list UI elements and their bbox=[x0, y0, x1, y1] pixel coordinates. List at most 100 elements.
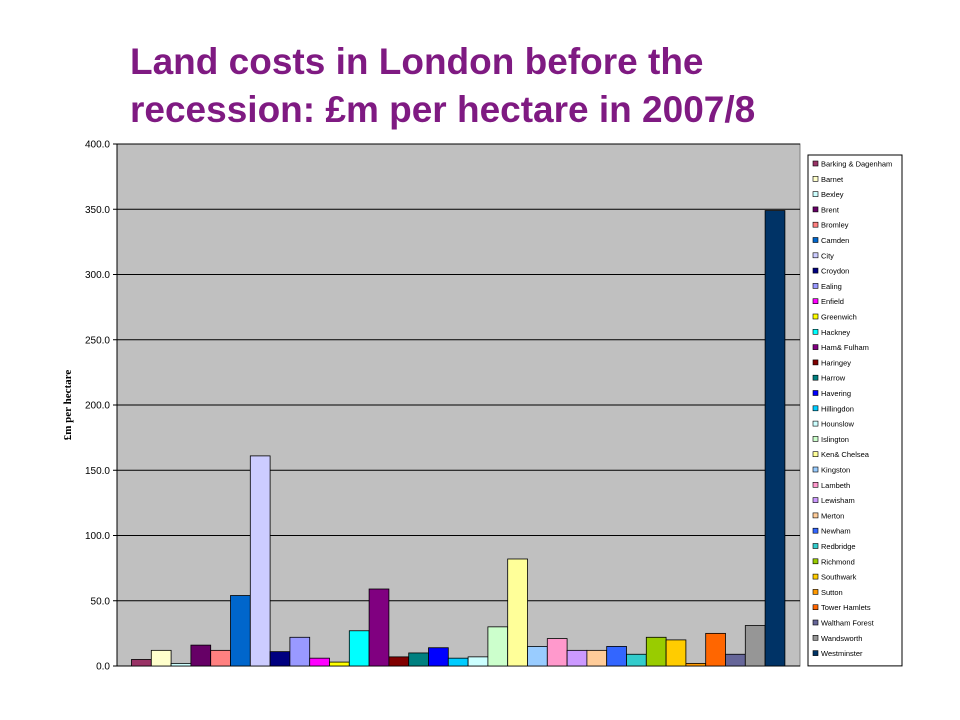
legend-swatch bbox=[812, 481, 819, 488]
legend-swatch bbox=[812, 634, 819, 641]
legend-swatch bbox=[812, 512, 819, 519]
legend-label: Westminster bbox=[821, 649, 863, 658]
bar-hounslow bbox=[467, 656, 489, 667]
legend: Barking & Dagenham Barnet Bexley Brent Broml… bbox=[807, 154, 903, 667]
legend-label: Merton bbox=[821, 511, 844, 520]
bar-kingston bbox=[527, 646, 548, 667]
legend-label: Southwark bbox=[821, 573, 857, 582]
chart-title-line-2: recession: £m per hectare in 2007/8 bbox=[130, 89, 756, 130]
legend-label: City bbox=[821, 251, 834, 260]
legend-swatch bbox=[812, 374, 819, 381]
legend-swatch bbox=[812, 405, 819, 412]
y-tick-label: 150.0 bbox=[85, 466, 110, 477]
bar-newham bbox=[606, 646, 627, 667]
bar-sutton bbox=[685, 662, 707, 667]
legend-swatch bbox=[812, 160, 819, 167]
legend-swatch bbox=[812, 451, 819, 458]
chart-title: Land costs in London before the recessio… bbox=[130, 38, 930, 134]
bar-brent bbox=[190, 644, 212, 667]
y-axis-label: £m per hectare bbox=[62, 370, 74, 441]
y-tick-label: 0.0 bbox=[96, 662, 110, 673]
legend-label: Enfield bbox=[821, 297, 844, 306]
bar-greenwich bbox=[329, 661, 350, 667]
y-tick-label: 250.0 bbox=[85, 335, 110, 346]
bar-hillingdon bbox=[447, 657, 469, 667]
legend-label: Brent bbox=[821, 205, 840, 214]
bar-lambeth bbox=[546, 638, 568, 667]
legend-swatch bbox=[812, 420, 819, 427]
legend-label: Hillingdon bbox=[821, 404, 854, 413]
bar-redbridge bbox=[626, 653, 647, 667]
bar-camden bbox=[230, 595, 251, 667]
legend-swatch bbox=[812, 573, 819, 580]
bar-bexley bbox=[170, 662, 192, 667]
legend-swatch bbox=[812, 497, 819, 503]
bar-city bbox=[249, 455, 271, 667]
legend-label: Bexley bbox=[821, 190, 844, 199]
legend-swatch bbox=[812, 558, 819, 565]
bar-merton bbox=[586, 649, 608, 667]
legend-swatch bbox=[812, 176, 819, 182]
legend-label: Barking & Dagenham bbox=[821, 160, 892, 169]
legend-label: Islington bbox=[821, 435, 849, 444]
legend-swatch bbox=[812, 237, 819, 243]
bar-southwark bbox=[665, 639, 687, 667]
legend-label: Greenwich bbox=[821, 313, 857, 322]
legend-label: Kingston bbox=[821, 466, 850, 475]
bar-haringey bbox=[388, 656, 410, 667]
y-tick-label: 400.0 bbox=[85, 140, 110, 151]
bar-tower-hamlets bbox=[705, 632, 726, 667]
bar-ealing bbox=[289, 636, 311, 667]
legend-label: Tower Hamlets bbox=[821, 603, 871, 612]
bar-ham-fulham bbox=[368, 588, 390, 667]
legend-swatch bbox=[812, 589, 819, 595]
legend-label: Waltham Forest bbox=[821, 619, 875, 628]
legend-label: Sutton bbox=[821, 588, 843, 597]
bar-wandsworth bbox=[744, 625, 766, 667]
legend-label: Barnet bbox=[821, 175, 844, 184]
legend-swatch bbox=[812, 221, 819, 228]
bar-waltham-forest bbox=[725, 653, 746, 667]
bar-westminster bbox=[764, 210, 786, 667]
y-tick-label: 350.0 bbox=[85, 205, 110, 216]
legend-swatch bbox=[812, 543, 819, 549]
legend-swatch bbox=[812, 619, 819, 626]
legend-swatch bbox=[812, 390, 819, 396]
legend-swatch bbox=[812, 466, 819, 473]
legend-swatch bbox=[812, 283, 819, 289]
legend-swatch bbox=[812, 206, 819, 213]
bar-bromley bbox=[210, 649, 231, 667]
bar-barnet bbox=[150, 649, 172, 667]
bar-ken-chelsea bbox=[507, 558, 528, 667]
legend-label: Newham bbox=[821, 527, 851, 536]
legend-swatch bbox=[812, 604, 819, 611]
legend-label: Redbridge bbox=[821, 542, 856, 551]
legend-box bbox=[807, 154, 903, 667]
y-tick-label: 300.0 bbox=[85, 270, 110, 281]
legend-swatch bbox=[812, 436, 819, 442]
legend-label: Lambeth bbox=[821, 481, 850, 490]
y-tick-label: 200.0 bbox=[85, 401, 110, 412]
legend-swatch bbox=[812, 267, 819, 274]
legend-label: Bromley bbox=[821, 221, 849, 230]
legend-label: Ham& Fulham bbox=[821, 343, 869, 352]
bars bbox=[131, 210, 786, 667]
bar-enfield bbox=[309, 657, 330, 667]
bar-croydon bbox=[269, 651, 291, 667]
bar-richmond bbox=[645, 636, 667, 667]
legend-swatch bbox=[812, 328, 819, 335]
legend-swatch bbox=[812, 650, 819, 656]
legend-swatch bbox=[812, 191, 819, 197]
legend-label: Lewisham bbox=[821, 496, 855, 505]
legend-swatch bbox=[812, 313, 819, 320]
legend-label: Harrow bbox=[821, 374, 846, 383]
legend-swatch bbox=[812, 359, 819, 366]
legend-swatch bbox=[812, 252, 819, 259]
y-tick-label: 50.0 bbox=[91, 596, 111, 607]
legend-label: Richmond bbox=[821, 557, 855, 566]
legend-label: Haringey bbox=[821, 358, 851, 367]
legend-label: Wandsworth bbox=[821, 634, 862, 643]
legend-label: Havering bbox=[821, 389, 851, 398]
bar-harrow bbox=[408, 652, 429, 667]
